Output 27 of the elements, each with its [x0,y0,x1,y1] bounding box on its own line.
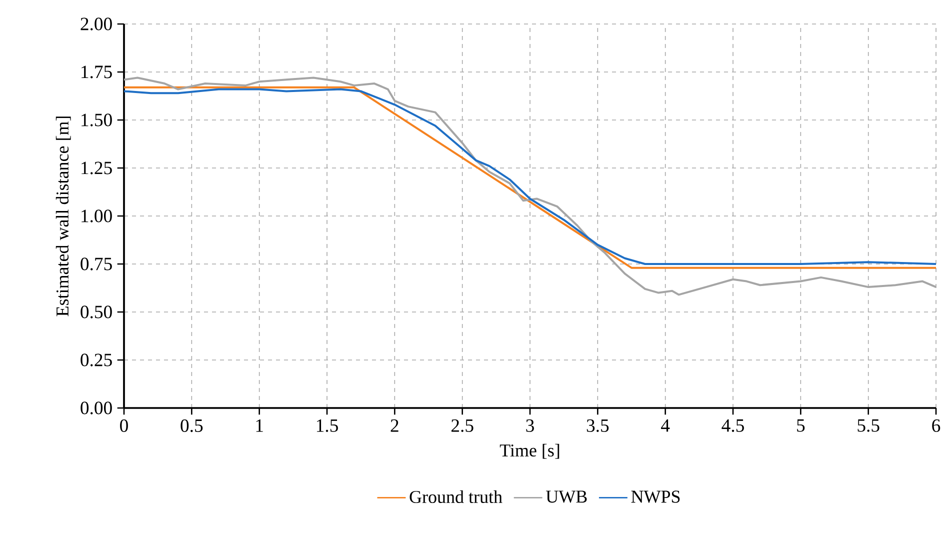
x-tick-label: 1.5 [316,419,338,432]
y-tick-label: 0.75 [80,258,112,270]
x-tick-label: 5.5 [858,419,880,432]
x-tick-label: 5 [797,419,805,432]
x-axis-title: Time [s] [500,444,560,459]
x-tick-label: 6 [932,419,940,432]
x-tick-label: 4 [661,419,670,432]
y-tick-label: 0.25 [80,354,112,366]
x-tick-label: 4.5 [722,419,744,432]
x-tick-label: 2.5 [451,419,474,432]
x-tick-label: 0.5 [180,419,203,432]
legend-label: Ground truth [410,490,502,504]
x-tick-label: 1 [256,419,263,432]
y-tick-label: 1.25 [82,162,112,174]
y-tick-label: 0.50 [80,306,112,318]
legend-label: NWPS [631,490,680,503]
y-tick-label: 1.00 [82,210,112,222]
y-tick-label: 0.00 [80,402,112,414]
y-tick-label: 2.00 [80,18,112,30]
y-axis-title: Estimated wall distance [m] [56,116,71,316]
legend-label: UWB [546,490,587,503]
x-tick-label: 2 [390,419,398,432]
x-tick-label: 0 [120,419,128,432]
y-tick-label: 1.50 [82,114,112,126]
y-tick-label: 1.75 [82,66,112,78]
x-tick-label: 3.5 [586,419,609,432]
x-tick-label: 3 [526,419,534,432]
